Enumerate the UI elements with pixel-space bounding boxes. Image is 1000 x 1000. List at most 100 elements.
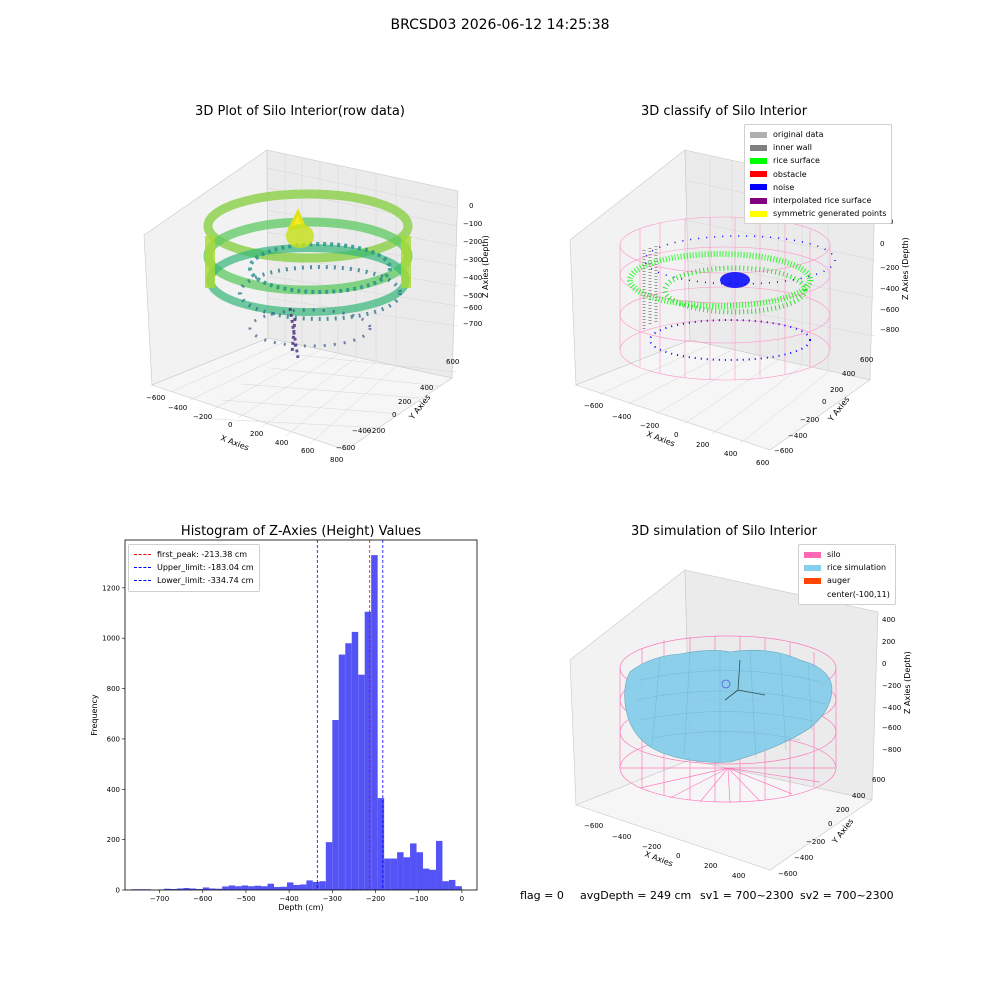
hist-bar — [455, 886, 462, 890]
plot2-xtick: −400 — [612, 413, 631, 421]
plot1-xtick: 800 — [330, 456, 343, 464]
legend-swatch — [750, 157, 767, 164]
legend-item: first_peak: -213.38 cm — [134, 548, 254, 561]
hist-ytick-label: 0 — [116, 887, 120, 895]
plot1-ytick: −600 — [336, 444, 355, 452]
hist-ylabel: Frequency — [90, 694, 99, 736]
plot2-zlabel: Z Axies (Depth) — [901, 237, 910, 300]
legend-swatch — [750, 197, 767, 204]
hist-bar — [377, 798, 385, 890]
plot1-xtick: 400 — [275, 439, 288, 447]
hist-ytick-label: 400 — [107, 786, 120, 794]
legend-swatch — [804, 577, 821, 584]
plot2-classified-points — [627, 235, 836, 361]
hist-bar — [306, 880, 313, 890]
legend-swatch — [804, 564, 821, 571]
hist-bar — [189, 888, 197, 890]
plot1-xtick: 200 — [250, 430, 263, 438]
hist-xtick-label: −700 — [150, 895, 169, 903]
hist-bar — [267, 883, 275, 890]
hist-bar — [423, 868, 430, 890]
plot4-auger — [721, 659, 766, 701]
plot1-panes — [143, 149, 459, 451]
plot4-z-ticks: 400 200 0 −200 −400 −600 −800 — [882, 616, 901, 754]
hist-bar — [312, 881, 320, 890]
hist-bar — [163, 888, 171, 890]
hist-chart: −700 −600 −500 −400 −300 −200 −100 0 0 200 400 600… — [90, 539, 478, 912]
legend-swatch — [750, 171, 767, 178]
plot4-zlabel: Z Axies (Depth) — [903, 651, 912, 714]
plot2-ytick: 200 — [830, 386, 843, 394]
hist-xtick-label: −100 — [409, 895, 428, 903]
hist-bar — [403, 857, 411, 890]
hist-bar — [299, 884, 307, 890]
plot1-xtick: 600 — [301, 447, 314, 455]
hist-xtick-label: −600 — [193, 895, 212, 903]
plot2-ztick: −200 — [880, 264, 899, 272]
hist-bar — [248, 886, 255, 890]
status-avg-depth: avgDepth = 249 cm — [580, 889, 692, 902]
hist-bar — [390, 858, 398, 890]
legend-item: auger — [804, 574, 890, 587]
plot2-ytick: −400 — [788, 432, 807, 440]
plot1-ytick: 200 — [398, 398, 411, 406]
plot1-xtick: 0 — [228, 421, 232, 429]
plot4-ztick: −800 — [882, 746, 901, 754]
legend-line — [134, 554, 151, 556]
plot1-3d-axes: −600 −400 −200 0 200 400 600 800 X Axies… — [143, 149, 490, 464]
plot2-xtick: 200 — [696, 441, 709, 449]
plot2-ytick: −600 — [774, 447, 793, 455]
legend-item: Lower_limit: -334.74 cm — [134, 574, 254, 587]
plot4-xtick: −400 — [612, 833, 631, 841]
plot2-x-ticks: −600 −400 −200 0 200 400 600 — [584, 402, 769, 467]
hist-bar — [215, 888, 223, 890]
legend-item: inner wall — [750, 141, 886, 154]
legend-item: original data — [750, 128, 886, 141]
hist-bar — [274, 886, 281, 890]
hist-xtick-label: 0 — [460, 895, 464, 903]
hist-bar — [319, 881, 326, 890]
plot1-ytick: −200 — [366, 427, 385, 435]
plot4-xtick: −600 — [584, 822, 603, 830]
hist-bar — [293, 884, 300, 890]
plot4-xtick: −200 — [642, 843, 661, 851]
hist-title: Histogram of Z-Axies (Height) Values — [180, 524, 422, 539]
legend-swatch — [750, 144, 767, 151]
legend-item: center(-100,11) — [804, 588, 890, 601]
hist-bar — [338, 654, 346, 890]
hist-bar — [280, 886, 287, 890]
plot4-x-ticks: −600 −400 −200 0 200 400 — [584, 822, 745, 880]
hist-bar — [228, 885, 236, 890]
plot4-ytick: 0 — [828, 820, 832, 828]
plot1-ytick: 600 — [446, 358, 459, 366]
legend-line — [134, 567, 151, 569]
plot2-xtick: −600 — [584, 402, 603, 410]
plot2-xlabel: X Axies — [645, 429, 676, 448]
plot4-ytick: 600 — [872, 776, 885, 784]
legend-item: rice surface — [750, 154, 886, 167]
hist-bar — [196, 888, 203, 890]
legend-item: noise — [750, 181, 886, 194]
plot4-ztick: 400 — [882, 616, 895, 624]
plot1-xtick: −400 — [168, 404, 187, 412]
hist-bar — [397, 852, 404, 890]
hist-y-ticks: 0 200 400 600 800 1000 1200 — [102, 584, 125, 895]
plot4-xtick: 200 — [704, 862, 717, 870]
hist-bar — [325, 842, 333, 890]
hist-ytick-label: 800 — [107, 685, 120, 693]
plot4-ztick: −400 — [882, 704, 901, 712]
plot2-title: 3D classify of Silo Interior — [640, 104, 808, 119]
hist-xtick-label: −500 — [236, 895, 255, 903]
plot1-z-ticks: 0 −100 −200 −300 −400 −500 −600 −700 — [463, 202, 482, 328]
legend-swatch — [750, 210, 767, 217]
plot4-xtick: 400 — [732, 872, 745, 880]
plot1-ztick: −400 — [463, 274, 482, 282]
hist-bar — [442, 881, 449, 890]
legend-line — [134, 580, 151, 582]
legend-item: rice simulation — [804, 561, 890, 574]
plot4-ytick: −400 — [794, 854, 813, 862]
plot2-silo-wire — [619, 216, 831, 381]
plot2-xtick: −200 — [640, 422, 659, 430]
plot4-ytick: 400 — [852, 792, 865, 800]
plot1-ytick: 0 — [392, 411, 396, 419]
